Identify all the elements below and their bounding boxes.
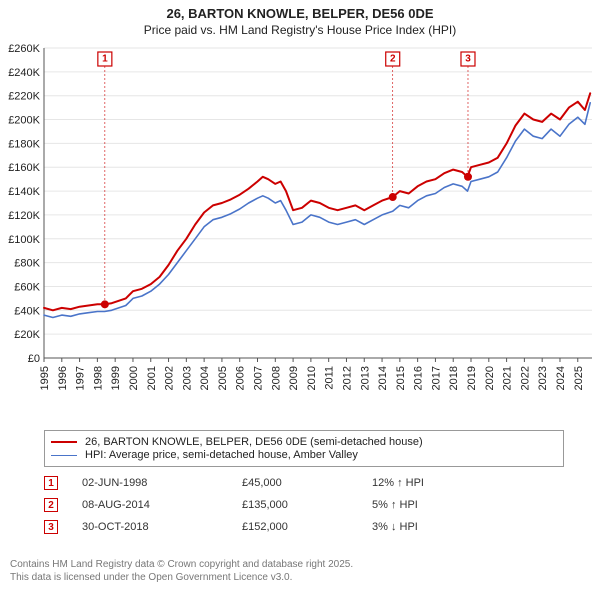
svg-text:2016: 2016 (413, 366, 425, 390)
chart: £0 £20K £40K £60K £80K £100K £120K £140K £160K £1… (0, 42, 600, 428)
svg-text:2009: 2009 (288, 366, 300, 390)
svg-text:1996: 1996 (57, 366, 69, 390)
svg-text:2001: 2001 (146, 366, 158, 390)
sales-row: 1 02-JUN-1998£45,00012% ↑ HPI (44, 472, 564, 494)
svg-text:2002: 2002 (164, 366, 176, 390)
sale-date: 30-OCT-2018 (82, 521, 242, 533)
svg-text:2018: 2018 (448, 366, 460, 390)
sale-point (389, 193, 397, 201)
svg-text:2022: 2022 (519, 366, 531, 390)
svg-text:£240K: £240K (8, 67, 40, 79)
svg-text:£200K: £200K (8, 115, 40, 127)
legend-row: HPI: Average price, semi-detached house,… (51, 449, 557, 461)
legend-label: HPI: Average price, semi-detached house,… (85, 449, 358, 461)
svg-text:2006: 2006 (235, 366, 247, 390)
legend-swatch (51, 441, 77, 443)
sale-date: 02-JUN-1998 (82, 477, 242, 489)
svg-text:£40K: £40K (14, 305, 40, 317)
sale-marker: 2 (44, 498, 58, 512)
svg-text:1997: 1997 (75, 366, 87, 390)
svg-text:2014: 2014 (377, 366, 389, 390)
svg-text:£180K: £180K (8, 138, 40, 150)
svg-text:2013: 2013 (359, 366, 371, 390)
svg-text:£60K: £60K (14, 281, 40, 293)
sales-table: 1 02-JUN-1998£45,00012% ↑ HPI 2 08-AUG-2014… (44, 472, 564, 538)
svg-text:£120K: £120K (8, 210, 40, 222)
sale-marker-number: 2 (390, 54, 396, 65)
svg-text:2011: 2011 (324, 366, 336, 390)
sale-pct: 12% ↑ HPI (372, 477, 564, 489)
svg-text:1995: 1995 (39, 366, 51, 390)
svg-text:2025: 2025 (573, 366, 585, 390)
sale-marker: 3 (44, 520, 58, 534)
sale-price: £45,000 (242, 477, 372, 489)
svg-text:2019: 2019 (466, 366, 478, 390)
sale-price: £152,000 (242, 521, 372, 533)
svg-text:2005: 2005 (217, 366, 229, 390)
sales-row: 3 30-OCT-2018£152,0003% ↓ HPI (44, 516, 564, 538)
attribution: Contains HM Land Registry data © Crown c… (10, 559, 353, 584)
sales-row: 2 08-AUG-2014£135,0005% ↑ HPI (44, 494, 564, 516)
svg-text:£0: £0 (28, 353, 40, 365)
title-address: 26, BARTON KNOWLE, BELPER, DE56 0DE (0, 6, 600, 21)
legend: 26, BARTON KNOWLE, BELPER, DE56 0DE (sem… (44, 430, 564, 467)
svg-text:2012: 2012 (341, 366, 353, 390)
svg-text:2015: 2015 (395, 366, 407, 390)
attribution-line: This data is licensed under the Open Gov… (10, 572, 353, 585)
svg-text:£20K: £20K (14, 329, 40, 341)
sale-marker-number: 1 (102, 54, 108, 65)
svg-text:2021: 2021 (502, 366, 514, 390)
svg-text:2007: 2007 (253, 366, 265, 390)
sale-pct: 3% ↓ HPI (372, 521, 564, 533)
sale-marker: 1 (44, 476, 58, 490)
legend-row: 26, BARTON KNOWLE, BELPER, DE56 0DE (sem… (51, 436, 557, 448)
root: 26, BARTON KNOWLE, BELPER, DE56 0DE Pric… (0, 0, 600, 590)
svg-text:£220K: £220K (8, 91, 40, 103)
sale-price: £135,000 (242, 499, 372, 511)
legend-label: 26, BARTON KNOWLE, BELPER, DE56 0DE (sem… (85, 436, 423, 448)
svg-text:£160K: £160K (8, 162, 40, 174)
svg-text:£140K: £140K (8, 186, 40, 198)
svg-text:£100K: £100K (8, 234, 40, 246)
svg-text:2024: 2024 (555, 366, 567, 390)
attribution-line: Contains HM Land Registry data © Crown c… (10, 559, 353, 572)
sale-pct: 5% ↑ HPI (372, 499, 564, 511)
title-subtitle: Price paid vs. HM Land Registry's House … (0, 23, 600, 37)
svg-text:£260K: £260K (8, 43, 40, 55)
svg-text:2008: 2008 (270, 366, 282, 390)
sale-date: 08-AUG-2014 (82, 499, 242, 511)
title-block: 26, BARTON KNOWLE, BELPER, DE56 0DE Pric… (0, 0, 600, 37)
sale-point (464, 173, 472, 181)
svg-text:£80K: £80K (14, 258, 40, 270)
sale-marker-number: 3 (465, 54, 471, 65)
svg-text:2010: 2010 (306, 366, 318, 390)
legend-swatch (51, 455, 77, 456)
sale-point (101, 300, 109, 308)
svg-text:2020: 2020 (484, 366, 496, 390)
svg-text:2000: 2000 (128, 366, 140, 390)
svg-text:2017: 2017 (430, 366, 442, 390)
svg-text:1998: 1998 (92, 366, 104, 390)
svg-text:2004: 2004 (199, 366, 211, 390)
svg-text:2003: 2003 (181, 366, 193, 390)
svg-text:2023: 2023 (537, 366, 549, 390)
svg-text:1999: 1999 (110, 366, 122, 390)
